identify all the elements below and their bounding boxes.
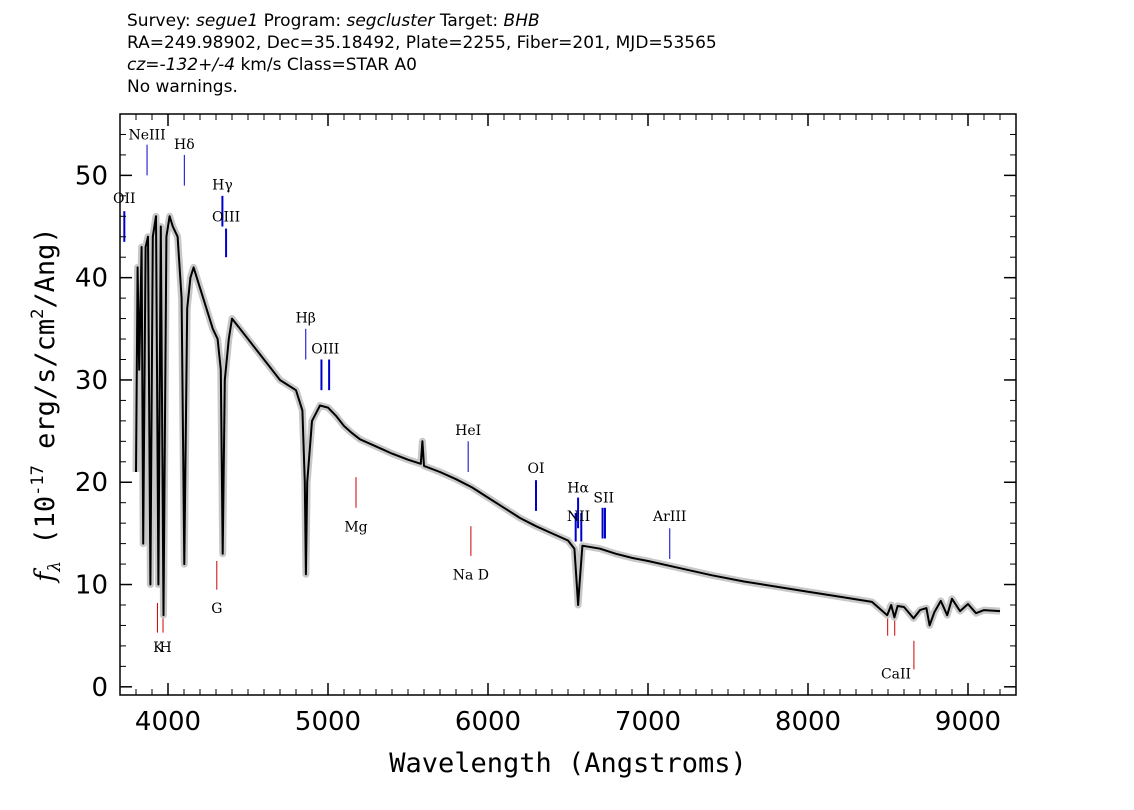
spectrum-error-band [132, 212, 1001, 629]
emission-line-label: Hδ [174, 137, 195, 153]
cz-key: cz= [127, 55, 160, 75]
axis-tick-labels: 4000 5000 6000 7000 8000 9000 0 10 20 30 40 50 [75, 161, 1001, 737]
emission-line-label: HeI [455, 423, 481, 439]
target-key: Target: [439, 11, 499, 31]
y-tick-label: 50 [75, 161, 108, 191]
spectrum-flux-line [135, 215, 1001, 627]
y-axis-title: fλ (10-17 erg/s/cm2/Ang) [28, 227, 65, 583]
absorption-line-label: CaII [881, 667, 911, 683]
x-tick-label: 5000 [295, 707, 361, 737]
absorption-line-label: Mg [344, 519, 367, 535]
x-tick-label: 4000 [135, 707, 201, 737]
axis-ticks [119, 113, 1017, 695]
survey-value: segue1 [196, 11, 259, 31]
y-axis-units-b: erg/s/cm [30, 319, 61, 465]
y-axis-units-a: (10 [30, 496, 61, 561]
absorption-line-label: G [211, 601, 222, 617]
emission-line-label: ArIII [652, 509, 686, 525]
y-tick-label: 20 [75, 468, 108, 498]
y-axis-symbol-sub: λ [45, 561, 65, 573]
spectral-line-markers: NeIIIHδHγOIIIOIIHβOIIIHeIOINIIHαSIIArIII… [113, 128, 915, 683]
emission-line-label: SII [593, 491, 614, 507]
emission-line-label: OII [113, 191, 136, 207]
y-axis-units-exp2: 2 [28, 309, 48, 319]
y-tick-label: 0 [91, 673, 108, 703]
absorption-line-label: Na D [453, 567, 489, 583]
target-value: BHB [503, 11, 540, 31]
emission-line-label: OI [527, 461, 544, 477]
y-axis-units-exp: -17 [28, 465, 48, 496]
spectrum-series [132, 212, 1001, 629]
absorption-line-label: H [159, 640, 171, 656]
header-line-survey: Survey: segue1 Program: segcluster Targe… [127, 10, 717, 32]
emission-line-label: OIII [311, 341, 339, 357]
x-tick-label: 6000 [455, 707, 521, 737]
y-axis-units-c: /Ang) [30, 227, 61, 308]
emission-line-label: Hγ [212, 178, 233, 194]
emission-line-label: NeIII [128, 128, 165, 144]
header-line-coordinates: RA=249.98902, Dec=35.18492, Plate=2255, … [127, 33, 717, 53]
y-tick-label: 10 [75, 571, 108, 601]
survey-key: Survey: [127, 11, 191, 31]
header-line-warnings: No warnings. [127, 77, 238, 97]
x-axis-title: Wavelength (Angstroms) [389, 748, 747, 779]
emission-line-label: Hα [567, 480, 589, 496]
class-text: km/s Class=STAR A0 [240, 55, 417, 75]
y-tick-label: 30 [75, 366, 108, 396]
x-tick-label: 7000 [615, 707, 681, 737]
program-key: Program: [263, 11, 342, 31]
header-line-redshift: cz=-132+/-4 km/s Class=STAR A0 [127, 54, 717, 76]
absorption-line-label: K [153, 640, 164, 656]
y-tick-label: 40 [75, 264, 108, 294]
program-value: segcluster [346, 11, 435, 31]
x-tick-label: 9000 [935, 707, 1001, 737]
emission-line-label: Hβ [296, 311, 316, 327]
x-tick-label: 8000 [775, 707, 841, 737]
emission-line-label: OIII [212, 209, 240, 225]
spectrum-header: Survey: segue1 Program: segcluster Targe… [127, 10, 717, 98]
cz-value: -132+/-4 [159, 55, 236, 75]
